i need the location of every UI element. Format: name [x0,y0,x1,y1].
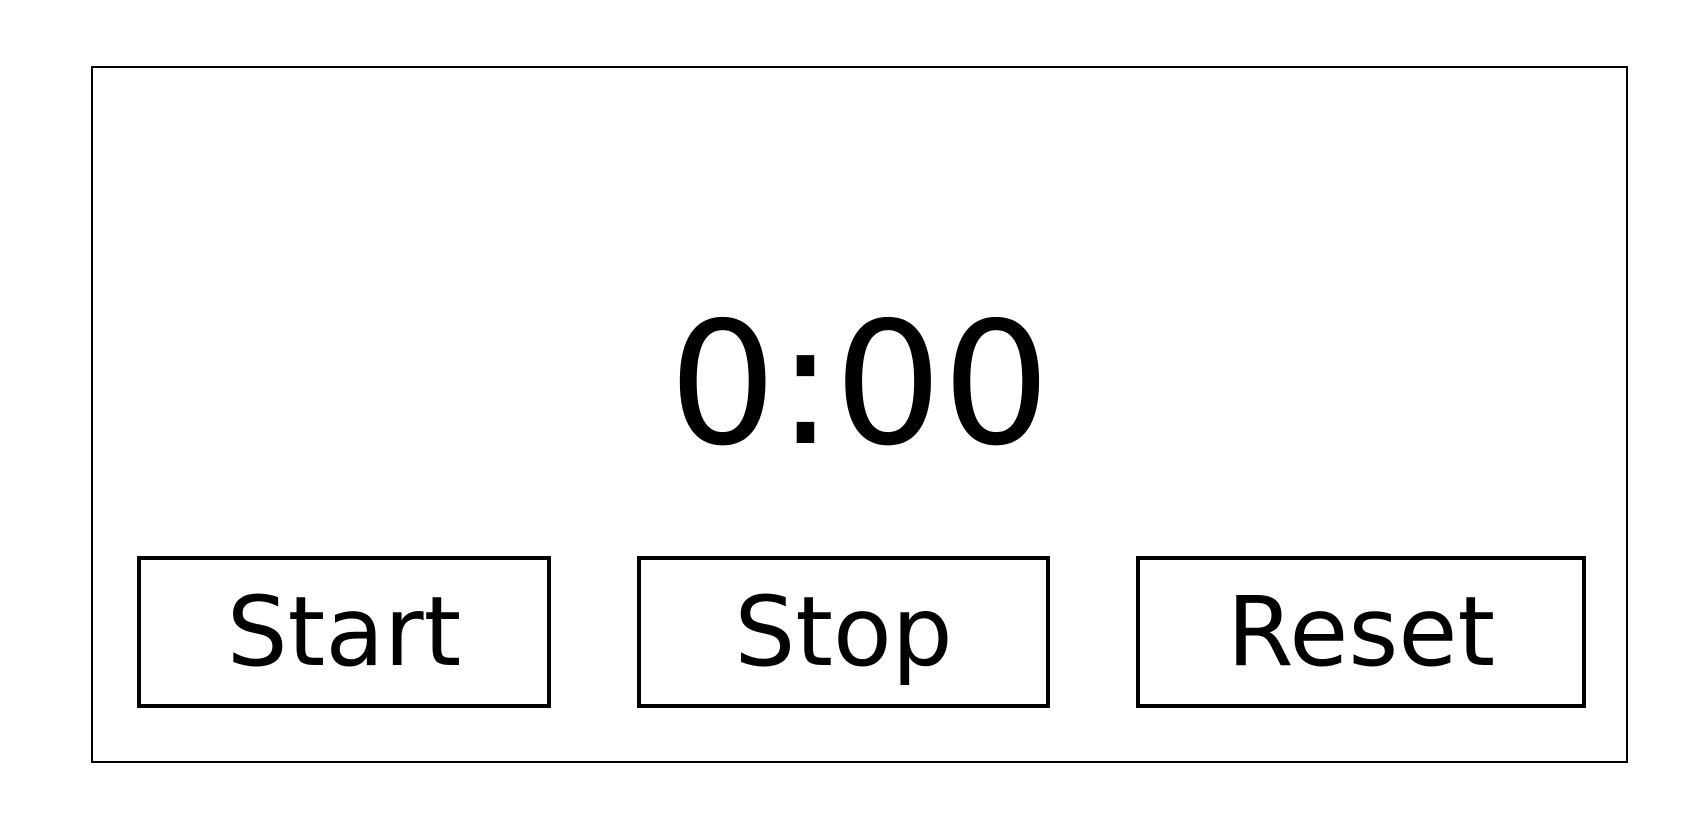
stopwatch-panel: 0:00 Start Stop Reset [91,66,1628,763]
start-button[interactable]: Start [137,556,551,708]
reset-button[interactable]: Reset [1136,556,1586,708]
stop-button[interactable]: Stop [637,556,1050,708]
timer-display: 0:00 [668,286,1051,484]
